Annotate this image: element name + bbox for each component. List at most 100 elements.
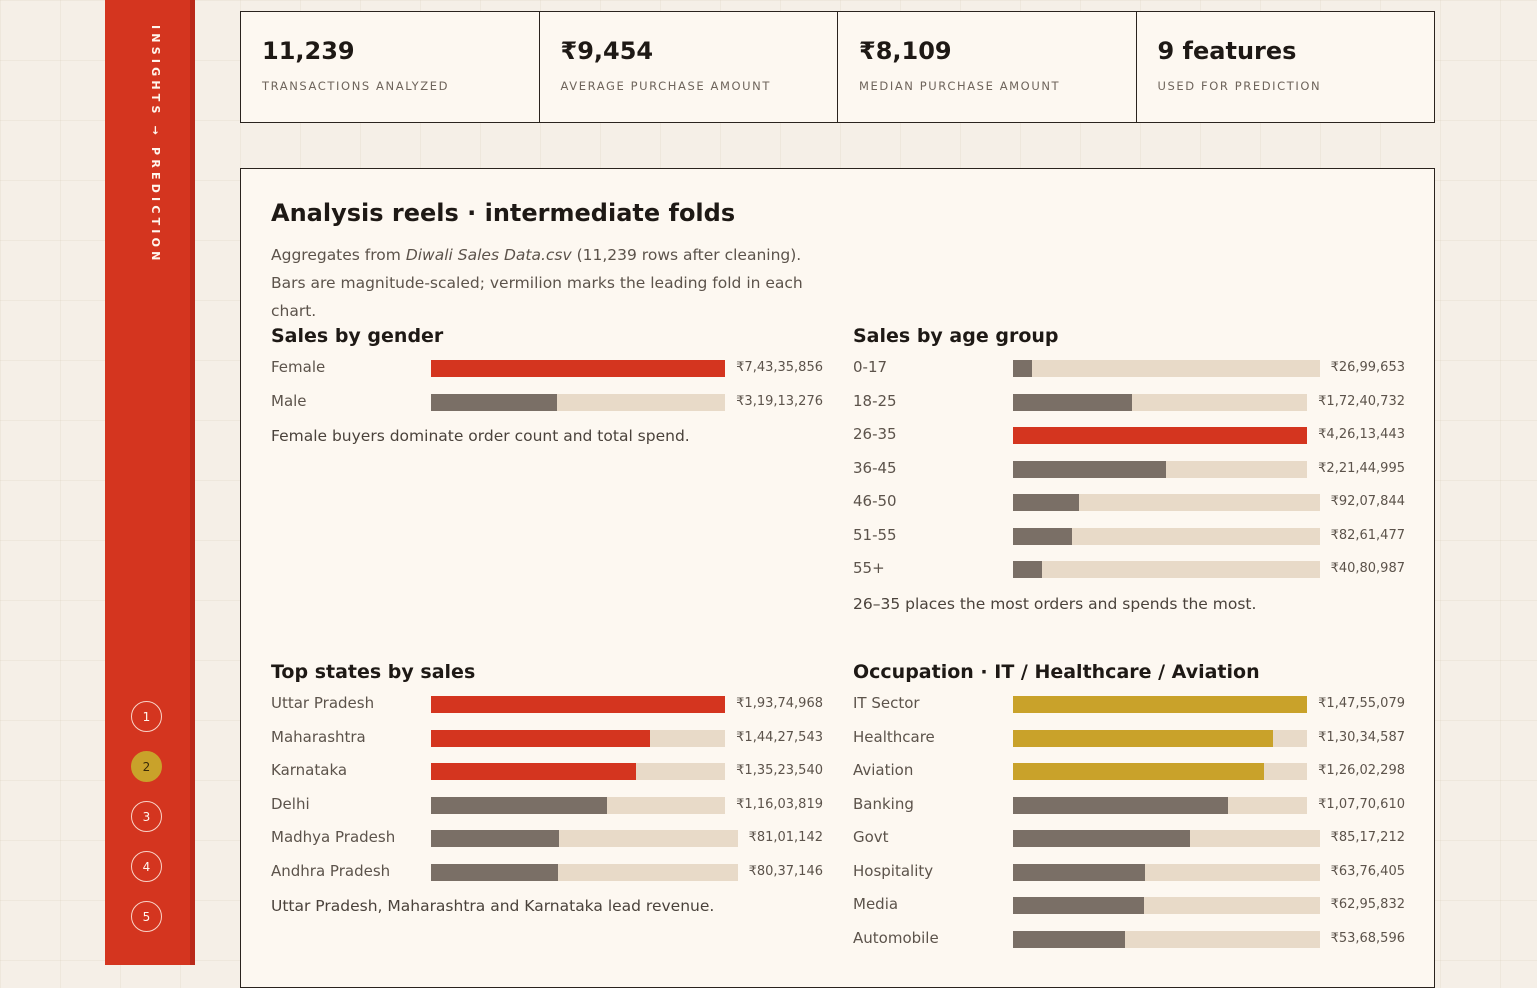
bar-row: 0-17 ₹26,99,653 (853, 356, 1405, 390)
bar-track (1013, 863, 1320, 881)
bar-value-label: ₹1,72,40,732 (1318, 393, 1405, 409)
bar-value-label: ₹82,61,477 (1330, 527, 1405, 543)
bar-track (431, 393, 726, 411)
bar-track (1013, 796, 1308, 814)
stat-value: 9 features (1157, 37, 1297, 65)
bar-value-label: ₹1,26,02,298 (1318, 763, 1405, 778)
bar-value-label: ₹62,95,832 (1330, 897, 1405, 912)
bar-track (431, 763, 726, 780)
desc-filename: Diwali Sales Data.csv (405, 246, 572, 264)
stat-label: MEDIAN PURCHASE AMOUNT (859, 79, 1061, 93)
bar-row: 55+ ₹40,80,987 (853, 557, 1405, 591)
bar-value-label: ₹1,35,23,540 (736, 763, 823, 778)
chart-note: Female buyers dominate order count and t… (271, 427, 690, 445)
bar-label: Male (271, 391, 307, 410)
bar-value-label: ₹3,19,13,276 (736, 393, 823, 409)
bar-track (431, 696, 726, 713)
bar-track (431, 729, 726, 747)
bar-row: IT Sector ₹1,47,55,079 (853, 692, 1405, 726)
step-1-button[interactable]: 1 (131, 701, 162, 732)
chart-title: Sales by age group (853, 325, 1059, 347)
bar (1013, 494, 1080, 511)
stat-label: AVERAGE PURCHASE AMOUNT (560, 79, 772, 93)
stat-label: USED FOR PREDICTION (1157, 79, 1322, 93)
bar (1013, 930, 1125, 948)
chart-occupation: Occupation · IT / Healthcare / Aviation I… (853, 657, 1405, 960)
step-3-button[interactable]: 3 (131, 801, 162, 832)
bar-value-label: ₹53,68,596 (1330, 930, 1405, 946)
bar (431, 729, 651, 747)
panel-description: Aggregates from Diwali Sales Data.csv (1… (271, 241, 831, 325)
step-2-button[interactable]: 2 (131, 751, 162, 782)
bar-track (1013, 427, 1308, 444)
bar-row: 18-25 ₹1,72,40,732 (853, 390, 1405, 424)
bar-row: Andhra Pradesh ₹80,37,146 (271, 860, 823, 894)
bar-row: 51-55 ₹82,61,477 (853, 524, 1405, 558)
bar-track (1013, 763, 1308, 780)
bar-value-label: ₹26,99,653 (1330, 360, 1405, 375)
desc-text: (11,239 rows after cleaning). Bars are m… (271, 246, 803, 320)
bar-label: 55+ (853, 559, 885, 577)
bar-label: 51-55 (853, 525, 897, 544)
bar-label: 0-17 (853, 358, 888, 376)
bar-track (1013, 393, 1308, 411)
bar-value-label: ₹63,76,405 (1330, 863, 1405, 879)
bar-label: Maharashtra (271, 727, 366, 746)
bar-value-label: ₹81,01,142 (748, 830, 823, 845)
chart-sales-by-gender: Sales by gender Female ₹7,43,35,856 Male ₹3,… (271, 321, 823, 447)
bar-value-label: ₹4,26,13,443 (1318, 427, 1405, 442)
bar (431, 763, 637, 780)
stat-value: 11,239 (262, 37, 355, 65)
stat-value: ₹8,109 (859, 37, 952, 65)
bar-row: Uttar Pradesh ₹1,93,74,968 (271, 692, 823, 726)
bar-value-label: ₹2,21,44,995 (1318, 460, 1405, 476)
stats-strip: 11,239 TRANSACTIONS ANALYZED ₹9,454 AVER… (240, 11, 1435, 123)
bar-value-label: ₹7,43,35,856 (736, 360, 823, 375)
bar-track (1013, 830, 1320, 847)
bar (1013, 460, 1166, 478)
bar-label: Media (853, 895, 899, 913)
bar (1013, 696, 1308, 713)
bar (1013, 427, 1308, 444)
bar-track (1013, 460, 1308, 478)
bar-track (1013, 561, 1320, 578)
step-5-button[interactable]: 5 (131, 901, 162, 932)
bar-track (431, 360, 726, 377)
bar-label: Delhi (271, 794, 310, 813)
bar-row: Delhi ₹1,16,03,819 (271, 793, 823, 827)
bar-track (431, 796, 726, 814)
bar (431, 360, 726, 377)
bar-label: Automobile (853, 928, 939, 947)
bar-row: 36-45 ₹2,21,44,995 (853, 457, 1405, 491)
bar-label: Andhra Pradesh (271, 861, 391, 880)
bar-row: Madhya Pradesh ₹81,01,142 (271, 826, 823, 860)
bar-value-label: ₹1,16,03,819 (736, 796, 823, 812)
stat-median-purchase: ₹8,109 MEDIAN PURCHASE AMOUNT (838, 12, 1137, 122)
bar-row: Banking ₹1,07,70,610 (853, 793, 1405, 827)
panel-title: Analysis reels · intermediate folds (271, 199, 736, 227)
bar-label: Aviation (853, 761, 914, 779)
bar-label: Healthcare (853, 727, 935, 746)
bar-track (1013, 930, 1320, 948)
bar-track (1013, 494, 1320, 511)
chart-note: 26–35 places the most orders and spends … (853, 594, 1257, 613)
bar (1013, 897, 1144, 914)
bar (1013, 729, 1273, 747)
bar-row: Karnataka ₹1,35,23,540 (271, 759, 823, 793)
bar-value-label: ₹92,07,844 (1330, 494, 1405, 509)
bar-label: Female (271, 358, 326, 376)
stat-value: ₹9,454 (560, 37, 654, 65)
bar-value-label: ₹1,30,34,587 (1318, 729, 1405, 745)
bar-label: IT Sector (853, 694, 920, 712)
bar (431, 796, 608, 814)
bar-track (1013, 527, 1320, 545)
stat-transactions: 11,239 TRANSACTIONS ANALYZED (241, 12, 540, 122)
bar (1013, 830, 1190, 847)
bar-value-label: ₹1,93,74,968 (736, 696, 823, 711)
bar-row: Govt ₹85,17,212 (853, 826, 1405, 860)
bar (1013, 360, 1033, 377)
chart-title: Sales by gender (271, 325, 444, 347)
step-4-button[interactable]: 4 (131, 851, 162, 882)
bar-track (431, 830, 738, 847)
stat-label: TRANSACTIONS ANALYZED (262, 79, 450, 93)
